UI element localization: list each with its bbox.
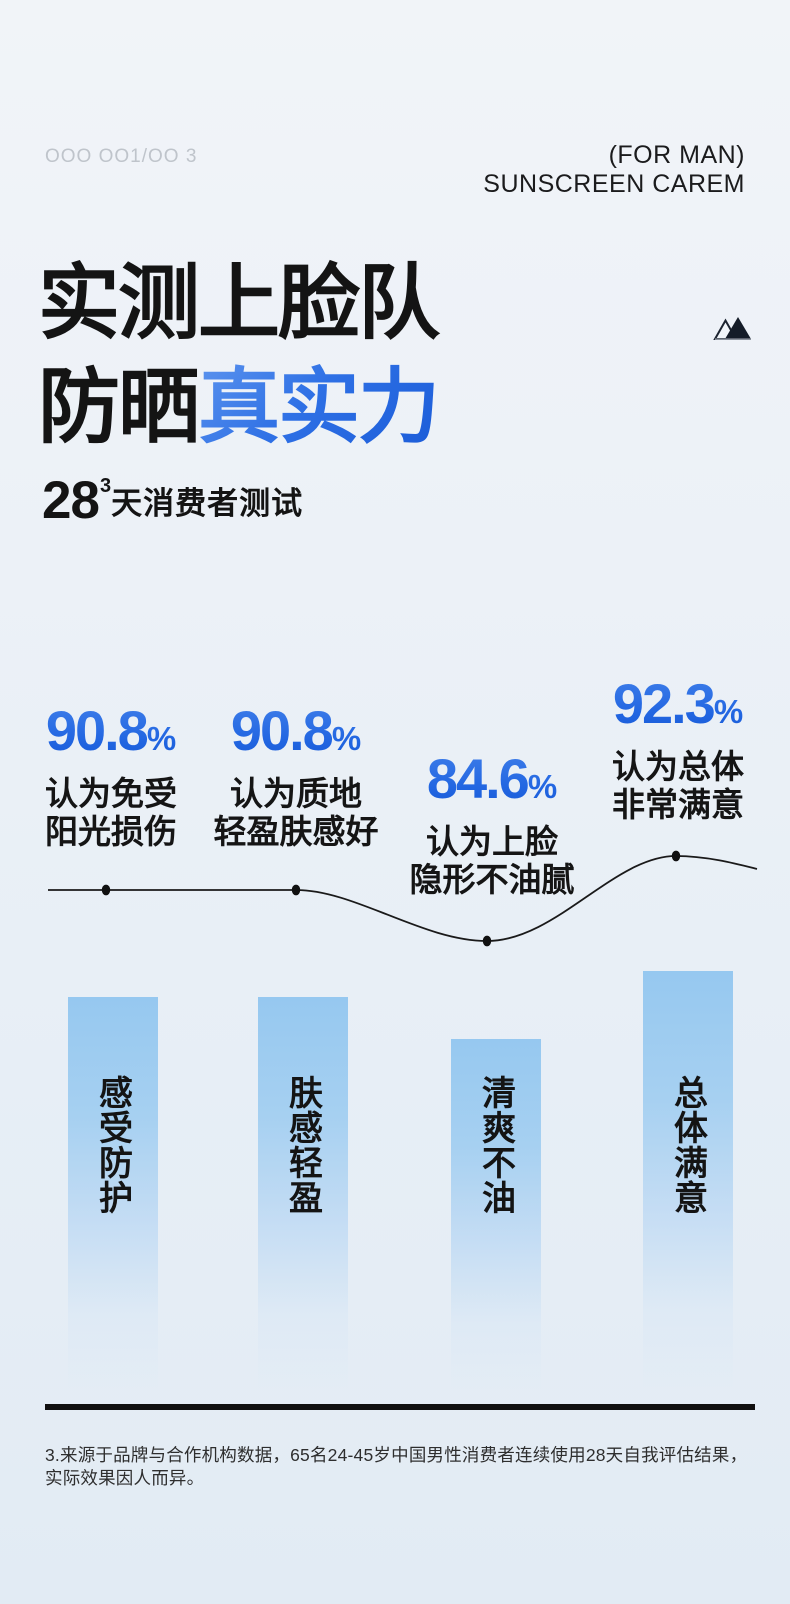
bar-light-texture: 肤感轻盈 bbox=[258, 997, 348, 1395]
brand-lockup: (FOR MAN) SUNSCREEN CAREM bbox=[483, 141, 745, 199]
bar-label: 肤感轻盈 bbox=[283, 1075, 322, 1215]
trend-dot-1 bbox=[101, 884, 111, 896]
brand-line-sunscreen: SUNSCREEN CAREM bbox=[483, 170, 745, 198]
bar-label: 感受防护 bbox=[93, 1075, 132, 1215]
percent-sign: % bbox=[331, 720, 362, 757]
title-line-1: 实测上脸队 bbox=[38, 258, 440, 349]
page-title: 实测上脸队 防晒真实力 bbox=[38, 252, 440, 460]
stat-label: 认为上脸 隐形不油腻 bbox=[409, 823, 575, 898]
subtitle-superscript: 3 bbox=[99, 475, 112, 497]
stat-block-protection: 90.8% 认为免受 阳光损伤 bbox=[28, 702, 194, 851]
stat-value: 84.6% bbox=[399, 750, 585, 816]
stat-label: 认为质地 轻盈肤感好 bbox=[213, 775, 379, 850]
stat-label: 认为总体 非常满意 bbox=[612, 748, 744, 823]
stat-value: 90.8% bbox=[208, 702, 384, 768]
subtitle-text: 天消费者测试 bbox=[111, 486, 304, 521]
stat-block-overall: 92.3% 认为总体 非常满意 bbox=[590, 675, 766, 824]
stat-block-non-greasy: 84.6% 认为上脸 隐形不油腻 bbox=[399, 750, 585, 899]
trend-dot-2 bbox=[291, 884, 301, 896]
brand-line-for-man: (FOR MAN) bbox=[608, 141, 745, 169]
bar-label: 清爽不油 bbox=[476, 1075, 515, 1215]
trend-line-chart bbox=[48, 850, 758, 947]
mountains-icon bbox=[713, 317, 751, 340]
subtitle-number: 28 bbox=[42, 471, 100, 530]
document-code: OOO OO1/OO 3 bbox=[45, 146, 198, 167]
trend-line bbox=[48, 855, 758, 942]
bar-fresh-non-oily: 清爽不油 bbox=[451, 1039, 541, 1395]
title-line-2-blue: 真实力 bbox=[198, 362, 440, 453]
footer-divider bbox=[45, 1404, 755, 1410]
percent-sign: % bbox=[527, 768, 558, 805]
stat-label: 认为免受 阳光损伤 bbox=[45, 775, 177, 850]
stat-value: 90.8% bbox=[28, 702, 194, 768]
trend-dot-3 bbox=[482, 935, 492, 947]
bar-protection: 感受防护 bbox=[68, 997, 158, 1395]
bar-label: 总体满意 bbox=[668, 1075, 707, 1215]
stat-block-texture: 90.8% 认为质地 轻盈肤感好 bbox=[208, 702, 384, 851]
trend-dot-4 bbox=[671, 850, 681, 862]
title-line-2: 防晒真实力 bbox=[38, 356, 440, 460]
footnote-text: 3.来源于品牌与合作机构数据，65名24-45岁中国男性消费者连续使用28天自我… bbox=[45, 1445, 748, 1488]
percent-sign: % bbox=[146, 720, 177, 757]
percent-sign: % bbox=[713, 693, 744, 730]
chart-subtitle: 283天消费者测试 bbox=[42, 470, 303, 531]
title-line-2-black: 防晒 bbox=[38, 362, 200, 453]
stat-value: 92.3% bbox=[590, 675, 766, 741]
bar-overall-satisfaction: 总体满意 bbox=[643, 971, 733, 1395]
